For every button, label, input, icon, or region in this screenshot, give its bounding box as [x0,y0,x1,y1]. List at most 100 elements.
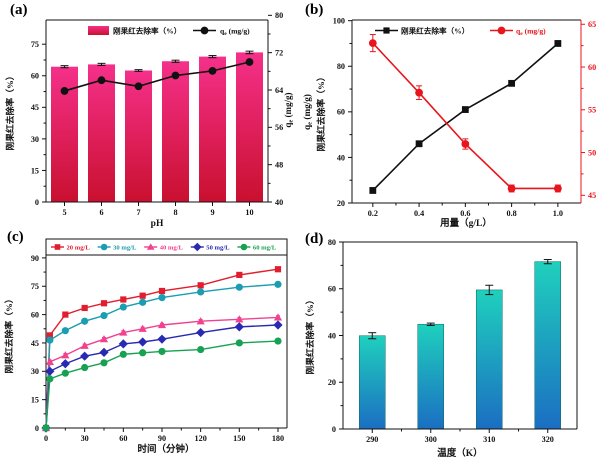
left-axis-label-b: 刚果红去除率（%） [315,72,326,151]
panel-c-label: (c) [7,229,24,245]
svg-text:64: 64 [275,86,283,95]
panel-b-chart: 20 40 60 80 100 45 50 55 60 65 0.2 0.4 0.6 0.8 1.0 刚果红去… [302,17,596,229]
legend: 20 mg/L 30 mg/L 40 mg/L 50 mg/L 60 mg/L [45,238,288,256]
qe-line [60,58,254,95]
svg-text:75: 75 [31,282,39,291]
series-30-mg-L [42,280,282,432]
legend-label-qe: qe (mg/g) [220,27,250,38]
series-60-mg-L [42,337,282,432]
x-axis-label-c: 时间（分钟） [137,443,194,455]
svg-text:80: 80 [328,238,336,247]
svg-text:30: 30 [31,367,39,376]
x-axis-label-a: pH [151,219,164,229]
svg-text:90: 90 [31,254,39,263]
svg-text:60: 60 [31,311,39,320]
svg-text:45: 45 [31,339,39,348]
legend: 刚果红去除率（%） qe (mg/g) [375,26,546,38]
y-axis-label-c: 刚果红去除率（%） [3,294,14,373]
svg-text:290: 290 [366,435,378,444]
svg-text:60: 60 [588,63,596,72]
svg-text:20: 20 [328,378,336,387]
series-20-mg-L [42,266,282,432]
svg-text:15: 15 [31,396,39,405]
removal-bars [51,50,263,203]
legend-label-30: 30 mg/L [113,245,137,252]
svg-text:72: 72 [275,49,283,58]
svg-text:0: 0 [44,434,48,443]
bar-ph-8 [162,61,189,203]
svg-text:55: 55 [588,106,596,115]
svg-text:60: 60 [337,108,345,117]
svg-text:48: 48 [275,161,283,170]
bar-temp-320 [534,261,561,430]
svg-text:0: 0 [35,424,39,433]
legend-label-removal: 刚果红去除率（%） [401,26,469,36]
svg-text:45: 45 [588,191,596,200]
left-axis-label-a: 刚果红去除率（%） [4,71,15,150]
svg-text:300: 300 [425,435,437,444]
bar-ph-10 [236,52,263,202]
svg-text:10: 10 [245,208,253,217]
svg-text:150: 150 [233,434,245,443]
svg-text:120: 120 [195,434,207,443]
svg-text:5: 5 [62,208,66,217]
right-axis-label-a: qe (mg/g) [283,92,295,127]
svg-text:320: 320 [542,435,554,444]
legend-swatch-removal [88,26,109,35]
bar-ph-9 [199,56,226,202]
svg-text:50: 50 [588,148,596,157]
svg-text:40: 40 [275,198,283,207]
panel-b-label: (b) [305,2,324,18]
svg-text:40: 40 [337,153,345,162]
svg-text:65: 65 [588,20,596,29]
panel-d: (d) 0 20 40 60 80 290 300 310 320 温度（K） 刚果红去除率（%） [300,229,600,463]
legend-box [45,238,288,256]
svg-text:75: 75 [31,40,39,49]
legend-label-60: 60 mg/L [253,245,277,252]
svg-text:60: 60 [119,434,127,443]
svg-text:180: 180 [272,434,284,443]
legend-label-20: 20 mg/L [67,245,91,252]
legend-label-50: 50 mg/L [206,245,230,252]
svg-text:60: 60 [31,72,39,81]
svg-text:30: 30 [81,434,89,443]
svg-text:310: 310 [483,435,495,444]
x-axis-label-d: 温度（K） [437,447,482,459]
svg-text:8: 8 [173,208,177,217]
panel-a-label: (a) [10,2,28,18]
svg-text:1.0: 1.0 [553,209,563,218]
series-40-mg-L [41,313,283,432]
svg-text:6: 6 [99,208,103,217]
panel-d-chart: 0 20 40 60 80 290 300 310 320 温度（K） 刚果红去除率（%） [304,238,578,459]
x-axis-label-b: 用量（g/L） [439,217,492,229]
y-axis-label-d: 刚果红去除率（%） [304,295,315,374]
svg-text:9: 9 [210,208,214,217]
svg-text:15: 15 [31,166,39,175]
svg-text:56: 56 [275,123,283,132]
svg-text:0.2: 0.2 [368,209,378,218]
bar-temp-290 [359,335,386,430]
svg-text:0: 0 [332,425,336,434]
legend: 刚果红去除率（%） qe (mg/g) [88,26,250,38]
svg-text:0.6: 0.6 [460,209,470,218]
panel-a: (a) 0 15 30 45 60 75 40 48 56 64 72 80 5 6 7 8 9 10 刚果红去除率… [0,0,300,229]
svg-text:45: 45 [31,103,39,112]
svg-text:20: 20 [337,199,345,208]
panel-c: (c) 0 15 30 45 60 75 90 0 30 60 90 120 150 180 20 mg/L… [0,229,300,463]
bar-temp-310 [476,289,503,430]
bar-ph-7 [125,70,152,203]
outer-left-axis-label-b: qe (mg/g) [302,94,314,130]
svg-text:0.4: 0.4 [414,209,424,218]
panel-b: (b) 20 40 60 80 100 45 50 55 60 65 0.2 0.4 0.6 0.8 1.0… [300,0,600,229]
removal-series [369,40,562,194]
svg-text:60: 60 [328,285,336,294]
svg-text:90: 90 [158,434,166,443]
legend-label-40: 40 mg/L [160,245,184,252]
svg-text:100: 100 [333,17,345,26]
legend-label-qe: qe (mg/g) [516,27,546,38]
svg-text:80: 80 [275,11,283,20]
series-50-mg-L [41,320,283,433]
svg-text:80: 80 [337,62,345,71]
